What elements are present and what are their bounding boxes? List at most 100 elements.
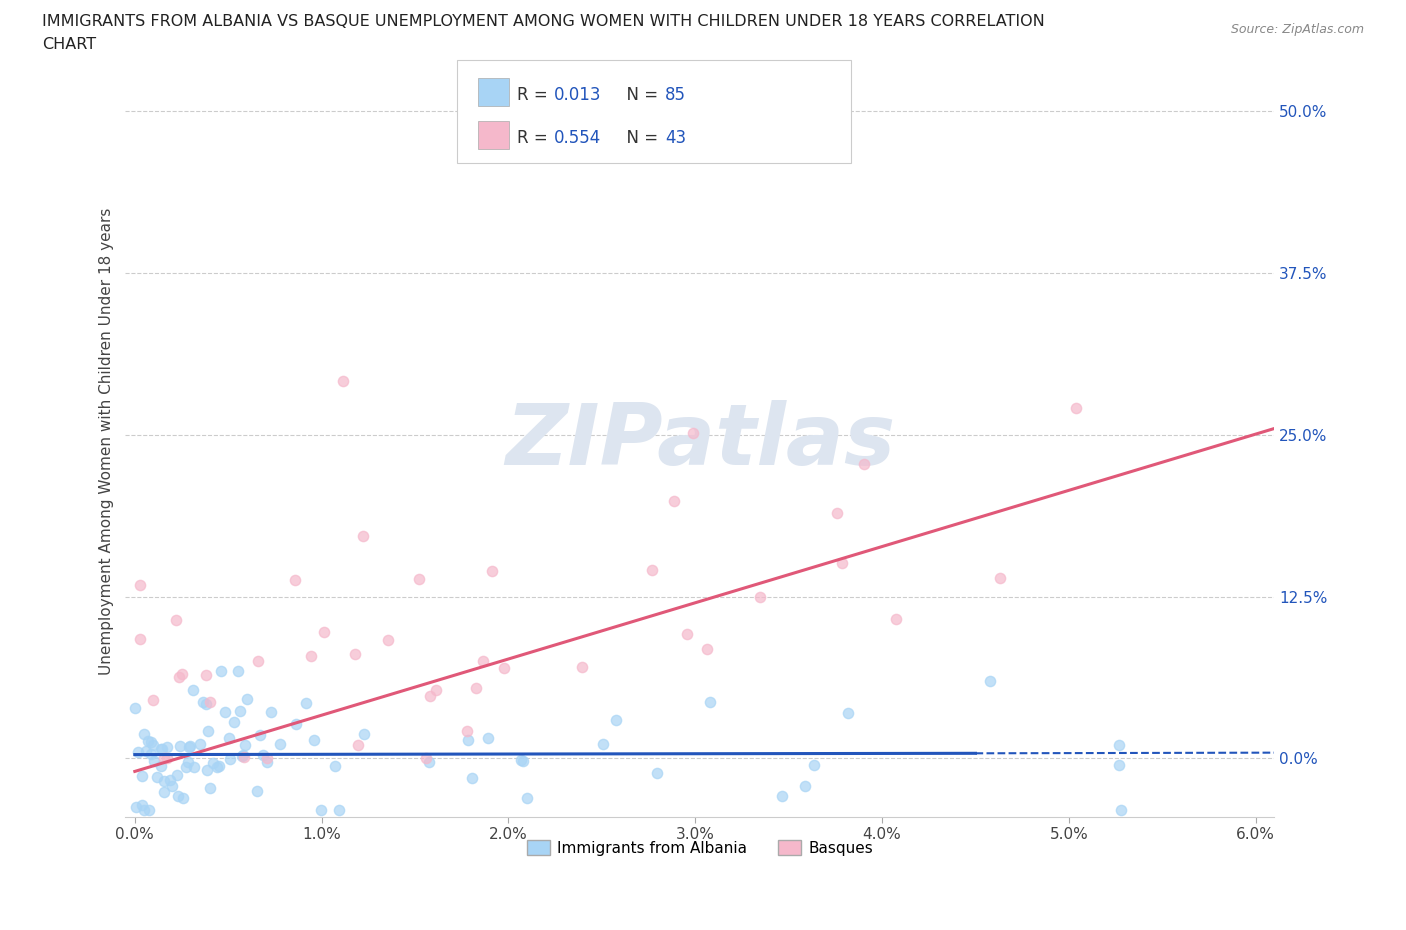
Point bbox=[516, 790, 538, 805]
Point bbox=[156, 751, 179, 766]
Point bbox=[853, 457, 876, 472]
Point bbox=[209, 664, 232, 679]
Text: Source: ZipAtlas.com: Source: ZipAtlas.com bbox=[1230, 23, 1364, 36]
Point bbox=[592, 737, 614, 751]
Point bbox=[1108, 757, 1130, 772]
Point bbox=[181, 683, 204, 698]
Point bbox=[699, 694, 721, 709]
Point bbox=[235, 692, 257, 707]
Point bbox=[129, 578, 152, 592]
Point bbox=[831, 555, 853, 570]
Point bbox=[197, 724, 219, 738]
Point bbox=[222, 715, 245, 730]
Point bbox=[748, 589, 770, 604]
Point bbox=[247, 653, 270, 668]
Point bbox=[675, 627, 697, 642]
Point bbox=[194, 668, 217, 683]
Point bbox=[198, 781, 221, 796]
Point bbox=[837, 705, 859, 720]
Point bbox=[207, 759, 229, 774]
Point bbox=[152, 784, 174, 799]
Point bbox=[153, 774, 176, 789]
Point bbox=[311, 803, 333, 817]
Point bbox=[988, 570, 1011, 585]
Point bbox=[232, 748, 254, 763]
Legend: Immigrants from Albania, Basques: Immigrants from Albania, Basques bbox=[520, 833, 879, 861]
Point bbox=[172, 667, 194, 682]
Point bbox=[252, 748, 274, 763]
Point bbox=[150, 741, 173, 756]
Point bbox=[827, 506, 849, 521]
Point bbox=[256, 751, 278, 766]
Point bbox=[696, 642, 718, 657]
Point bbox=[229, 703, 252, 718]
Point bbox=[142, 693, 165, 708]
Point bbox=[169, 738, 191, 753]
Point bbox=[141, 747, 163, 762]
Point bbox=[492, 660, 515, 675]
Point bbox=[149, 759, 172, 774]
Text: CHART: CHART bbox=[42, 37, 96, 52]
Point bbox=[218, 730, 240, 745]
Point bbox=[188, 737, 211, 751]
Point bbox=[172, 790, 194, 805]
Point bbox=[205, 759, 228, 774]
Text: ZIPatlas: ZIPatlas bbox=[505, 400, 896, 483]
Point bbox=[1064, 400, 1087, 415]
Point bbox=[425, 683, 447, 698]
Point bbox=[353, 727, 375, 742]
Point bbox=[605, 713, 627, 728]
Point bbox=[886, 611, 908, 626]
Point bbox=[166, 768, 188, 783]
Point bbox=[299, 648, 322, 663]
Point bbox=[295, 696, 318, 711]
Point bbox=[1109, 803, 1132, 817]
Point bbox=[127, 745, 149, 760]
Point bbox=[194, 697, 217, 711]
Point bbox=[246, 783, 269, 798]
Point bbox=[682, 425, 704, 440]
Point bbox=[770, 789, 793, 804]
Point bbox=[352, 528, 374, 543]
Point bbox=[512, 753, 534, 768]
Text: IMMIGRANTS FROM ALBANIA VS BASQUE UNEMPLOYMENT AMONG WOMEN WITH CHILDREN UNDER 1: IMMIGRANTS FROM ALBANIA VS BASQUE UNEMPL… bbox=[42, 14, 1045, 29]
Point bbox=[260, 704, 283, 719]
Text: 43: 43 bbox=[665, 128, 686, 147]
Point bbox=[167, 670, 190, 684]
Point bbox=[284, 716, 307, 731]
Point bbox=[419, 688, 441, 703]
Point bbox=[332, 374, 354, 389]
Point bbox=[167, 789, 190, 804]
Point bbox=[226, 664, 249, 679]
Point bbox=[328, 803, 350, 817]
Text: N =: N = bbox=[616, 86, 664, 104]
Point bbox=[132, 803, 155, 817]
Point bbox=[135, 744, 157, 759]
Point bbox=[457, 733, 479, 748]
Text: 85: 85 bbox=[665, 86, 686, 104]
Text: R =: R = bbox=[517, 86, 554, 104]
Point bbox=[138, 803, 160, 817]
Point bbox=[793, 778, 815, 793]
Point bbox=[129, 631, 152, 646]
Point bbox=[160, 779, 183, 794]
Point bbox=[302, 732, 325, 747]
Point bbox=[979, 674, 1001, 689]
Point bbox=[141, 735, 163, 750]
Point bbox=[803, 757, 825, 772]
Point bbox=[136, 734, 159, 749]
Point bbox=[415, 751, 437, 766]
Point bbox=[269, 737, 291, 751]
Point bbox=[183, 760, 205, 775]
Point bbox=[150, 741, 173, 756]
Point bbox=[146, 770, 169, 785]
Point bbox=[131, 798, 153, 813]
Point bbox=[156, 739, 179, 754]
Point bbox=[456, 724, 478, 738]
Point bbox=[153, 751, 176, 766]
Point bbox=[509, 752, 531, 767]
Point bbox=[124, 700, 146, 715]
Point bbox=[177, 755, 200, 770]
Point bbox=[418, 755, 440, 770]
Point bbox=[464, 680, 486, 695]
